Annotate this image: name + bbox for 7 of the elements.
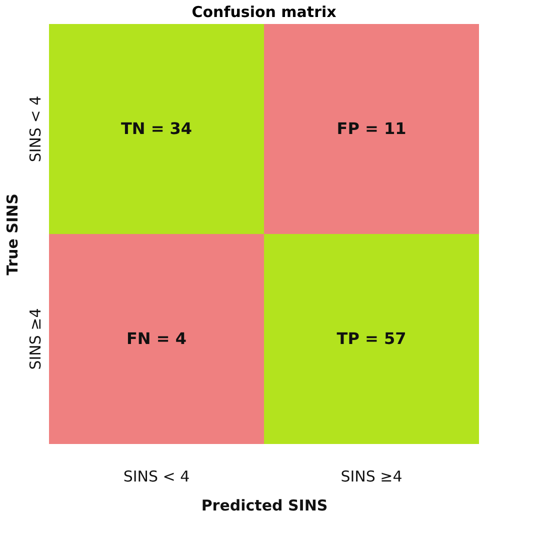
chart-title: Confusion matrix <box>192 3 337 21</box>
data-label: TP = 57 <box>336 329 406 348</box>
data-label: TN = 34 <box>120 119 192 138</box>
data-label: FP = 11 <box>336 119 406 138</box>
y-axis-title: True SINS <box>4 194 22 276</box>
x-axis-title: Predicted SINS <box>201 496 328 514</box>
data-label: FN = 4 <box>126 329 186 348</box>
